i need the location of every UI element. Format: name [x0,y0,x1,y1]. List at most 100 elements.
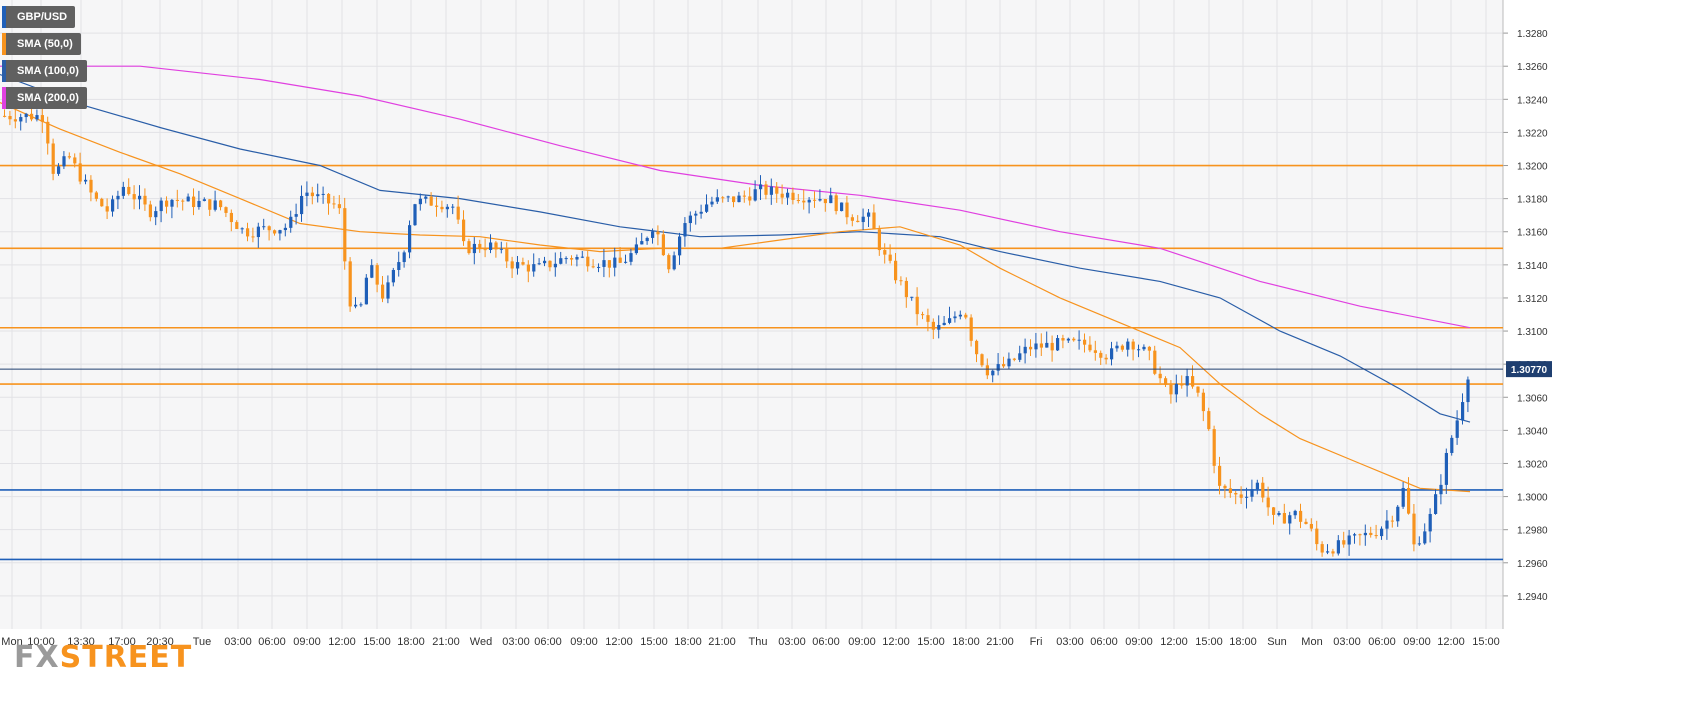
candle-body [100,198,104,207]
candle-body [969,317,973,341]
candle-body [845,202,849,218]
candle-body [1131,341,1135,350]
candle-body [381,284,385,299]
candle-body [224,207,228,213]
candle-body [1272,507,1276,515]
candle-body [175,199,179,201]
candle-body [613,257,617,268]
candle-body [888,254,892,261]
x-tick-label: 12:00 [882,636,910,648]
x-tick-label: Tue [193,636,212,648]
candle-body [645,237,649,242]
candle-body [985,365,989,376]
candle-body [1126,341,1130,350]
candle-body [1342,540,1346,545]
candle-body [1077,339,1081,341]
candle-body [651,231,655,238]
candle-body [1353,534,1357,536]
candle-body [181,200,185,202]
candle-body [759,184,763,190]
candle-body [170,199,174,207]
candle-body [1466,379,1470,403]
x-tick-label: 03:00 [502,636,530,648]
legend-sma200: SMA (200,0) [2,87,87,109]
candle-body [1212,429,1216,466]
candle-body [67,156,71,158]
candle-body [1320,544,1324,553]
candle-body [856,220,860,223]
candle-body [980,354,984,366]
candle-body [294,214,298,217]
legend-label-sma50: SMA (50,0) [17,38,73,50]
candle-body [570,258,574,260]
candle-body [57,166,61,174]
x-tick-label: 12:00 [605,636,633,648]
candle-body [472,243,476,254]
candle-body [1169,384,1173,395]
candle-body [1104,357,1108,360]
candle-body [710,201,714,205]
x-tick-label: 21:00 [432,636,460,648]
candle-body [402,252,406,263]
plot-area [0,0,1503,629]
legend-swatch-gbpusd [2,6,6,28]
candle-body [1174,383,1178,395]
candle-body [148,204,152,218]
candle-body [354,304,358,307]
candle-body [796,199,800,201]
candle-body [246,228,250,237]
candle-body [840,202,844,212]
candle-body [580,256,584,258]
candle-body [1191,376,1195,387]
candle-body [229,212,233,223]
candle-body [1234,492,1238,495]
candle-body [548,260,552,268]
candle-body [40,115,44,122]
x-tick-label: 15:00 [917,636,945,648]
candle-body [1056,338,1060,351]
candle-body [894,260,898,281]
candle-body [1066,338,1070,341]
candle-body [489,242,493,250]
candle-body [877,229,881,251]
candle-body [678,236,682,256]
logo-street: STREET [59,640,193,675]
candle-body [1407,487,1411,514]
candle-body [278,230,282,234]
candle-body [1158,373,1162,379]
candle-body [1363,532,1367,536]
candle-body [51,143,55,174]
candle-body [359,304,363,306]
candle-body [143,195,147,205]
candle-body [1012,358,1016,360]
candle-body [273,230,277,234]
candle-body [1029,346,1033,350]
candle-body [456,206,460,220]
candle-body [267,226,271,231]
candle-body [1309,523,1313,529]
candle-body [748,196,752,201]
candle-body [769,186,773,195]
candle-body [213,200,217,210]
candle-body [996,364,1000,371]
x-tick-label: 09:00 [570,636,598,648]
candle-body [121,186,125,196]
candle-body [1164,378,1168,385]
candle-body [537,263,541,265]
candle-body [1072,338,1076,341]
x-tick-label: 15:00 [1472,636,1500,648]
candle-body [624,261,628,263]
candle-body [1315,528,1319,545]
x-tick-label: Thu [749,636,768,648]
candle-body [818,199,822,201]
y-tick-label: 1.3180 [1517,195,1548,206]
candle-body [699,211,703,214]
candle-body [165,200,169,207]
candle-body [386,282,390,299]
candle-body [1185,376,1189,386]
candle-body [483,249,487,251]
x-tick-label: 17:00 [108,636,136,648]
x-tick-label: 15:00 [1195,636,1223,648]
candle-body [1282,513,1286,524]
candle-body [694,213,698,216]
